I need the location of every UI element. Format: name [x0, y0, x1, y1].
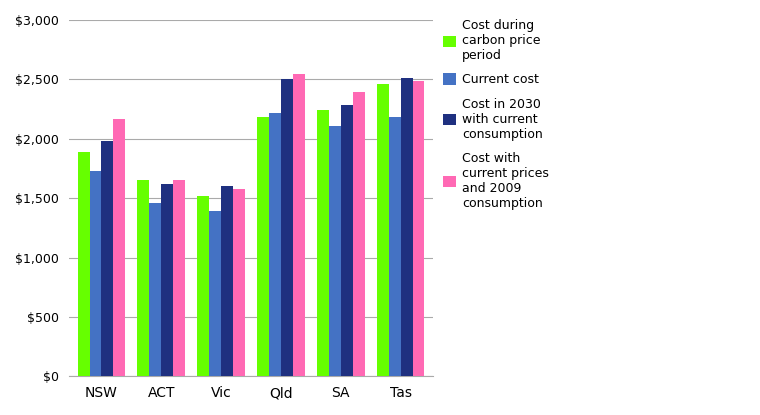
Bar	[293, 74, 305, 376]
Bar	[197, 196, 209, 376]
Bar	[329, 126, 340, 376]
Bar	[161, 184, 173, 376]
Bar	[281, 79, 293, 376]
Bar	[221, 186, 233, 376]
Bar	[413, 81, 425, 376]
Bar	[113, 119, 125, 376]
Bar	[233, 189, 245, 376]
Bar	[138, 181, 150, 376]
Bar	[102, 141, 113, 376]
Bar	[150, 203, 161, 376]
Bar	[257, 117, 269, 376]
Bar	[317, 110, 329, 376]
Bar	[78, 152, 90, 376]
Bar	[401, 78, 413, 376]
Bar	[209, 211, 221, 376]
Bar	[388, 117, 401, 376]
Bar	[173, 181, 185, 376]
Bar	[377, 84, 388, 376]
Bar	[353, 92, 365, 376]
Bar	[90, 171, 102, 376]
Bar	[269, 112, 281, 376]
Bar	[340, 105, 353, 376]
Legend: Cost during
carbon price
period, Current cost, Cost in 2030
with current
consump: Cost during carbon price period, Current…	[443, 19, 549, 210]
